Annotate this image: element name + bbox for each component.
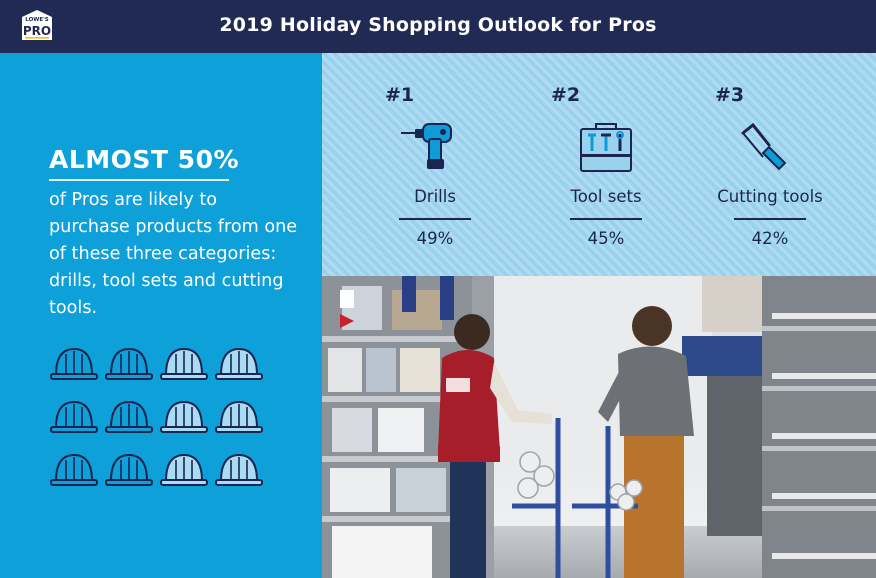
category-label-cutting-tools: Cutting tools [717,187,823,206]
hard-hat-icon [160,400,208,433]
category-divider [734,218,806,220]
hard-hat-icon [160,347,208,380]
store-aisle-photo [322,276,876,578]
header-bar: LOWE'S PRO 2019 Holiday Shopping Outlook… [0,0,876,53]
logo-pro-text: PRO [23,24,51,38]
hard-hat-icon [215,400,263,433]
category-label-tool-sets: Tool sets [570,187,642,206]
category-label-drills: Drills [414,187,456,206]
hard-hat-icon [50,347,98,380]
category-percent-tool-sets: 45% [587,229,625,248]
logo-lowes-text: LOWE'S [25,17,48,23]
headline-divider [49,179,229,181]
hard-hat-icon [50,400,98,433]
hard-hat-icon [105,400,153,433]
hard-hat-icon [215,347,263,380]
category-divider [399,218,471,220]
hard-hat-grid-svg [50,347,263,486]
hacksaw-icon [741,122,787,171]
category-percent-cutting-tools: 42% [751,229,789,248]
category-divider [570,218,642,220]
rank-3: #3 [715,84,745,106]
hard-hat-icon [105,453,153,486]
hard-hat-icon [215,453,263,486]
categories-panel: #1 Drills 49% #2 Tool sets 45% #3 Cuttin… [322,53,876,276]
hard-hat-icon [160,453,208,486]
headline-stat: ALMOST 50% [49,145,240,174]
lowes-pro-logo: LOWE'S PRO [22,10,52,40]
toolbox-icon [580,123,632,172]
drill-icon [401,123,452,169]
rank-2: #2 [551,84,581,106]
hard-hat-icon [105,347,153,380]
headline-description: of Pros are likely to purchase products … [49,190,298,318]
hard-hat-icon [50,453,98,486]
page-title: 2019 Holiday Shopping Outlook for Pros [219,14,657,36]
left-panel: ALMOST 50% of Pros are likely to purchas… [0,53,322,578]
hard-hat-grid [50,343,270,493]
category-percent-drills: 49% [416,229,454,248]
rank-1: #1 [385,84,415,106]
